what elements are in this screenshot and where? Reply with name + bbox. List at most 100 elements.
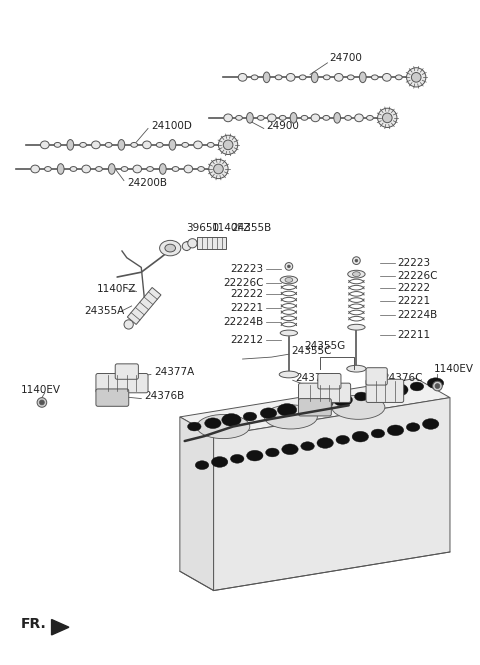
Text: 22211: 22211 xyxy=(397,330,430,340)
Text: 1140FZ: 1140FZ xyxy=(212,223,251,233)
Ellipse shape xyxy=(389,384,408,396)
Ellipse shape xyxy=(57,164,64,174)
Ellipse shape xyxy=(160,240,181,256)
FancyBboxPatch shape xyxy=(96,374,148,393)
Ellipse shape xyxy=(301,442,314,451)
Ellipse shape xyxy=(257,116,264,120)
Ellipse shape xyxy=(323,116,330,120)
FancyBboxPatch shape xyxy=(318,374,341,389)
Ellipse shape xyxy=(230,454,244,464)
Text: 39650: 39650 xyxy=(187,223,220,233)
Ellipse shape xyxy=(383,73,391,81)
Circle shape xyxy=(182,242,191,251)
Ellipse shape xyxy=(387,425,404,436)
Ellipse shape xyxy=(265,448,279,457)
Circle shape xyxy=(39,400,44,405)
Circle shape xyxy=(288,265,290,268)
Ellipse shape xyxy=(427,378,444,388)
Ellipse shape xyxy=(204,418,221,428)
Ellipse shape xyxy=(335,73,343,81)
Ellipse shape xyxy=(243,412,257,421)
Ellipse shape xyxy=(345,116,351,120)
Ellipse shape xyxy=(264,405,317,429)
Ellipse shape xyxy=(290,112,297,123)
Ellipse shape xyxy=(156,142,163,147)
Text: 24900: 24900 xyxy=(267,120,300,130)
Ellipse shape xyxy=(372,75,378,80)
Circle shape xyxy=(352,257,360,265)
Ellipse shape xyxy=(279,116,286,120)
Circle shape xyxy=(435,384,440,388)
Ellipse shape xyxy=(280,330,298,336)
Ellipse shape xyxy=(207,142,214,147)
Text: 24377A: 24377A xyxy=(154,366,194,376)
Ellipse shape xyxy=(118,140,125,150)
Ellipse shape xyxy=(352,432,369,442)
Text: 24355A: 24355A xyxy=(84,306,125,316)
Text: 24355G: 24355G xyxy=(304,341,345,351)
FancyBboxPatch shape xyxy=(299,383,350,402)
Polygon shape xyxy=(180,378,450,436)
Ellipse shape xyxy=(121,166,128,172)
Ellipse shape xyxy=(197,414,250,439)
Ellipse shape xyxy=(277,404,297,416)
Text: 22224B: 22224B xyxy=(224,317,264,327)
Ellipse shape xyxy=(222,414,241,426)
Ellipse shape xyxy=(172,166,179,172)
FancyBboxPatch shape xyxy=(366,379,404,402)
Ellipse shape xyxy=(407,423,420,432)
Ellipse shape xyxy=(67,140,74,150)
Text: FR.: FR. xyxy=(21,617,47,631)
Ellipse shape xyxy=(70,166,77,172)
Ellipse shape xyxy=(211,457,228,467)
Text: 1140FZ: 1140FZ xyxy=(97,283,136,294)
Text: 22226C: 22226C xyxy=(223,278,264,288)
Circle shape xyxy=(407,68,426,87)
Ellipse shape xyxy=(92,141,100,149)
Ellipse shape xyxy=(311,114,320,122)
Circle shape xyxy=(214,164,223,174)
Ellipse shape xyxy=(316,398,332,408)
Ellipse shape xyxy=(410,382,424,391)
FancyBboxPatch shape xyxy=(115,364,138,379)
Ellipse shape xyxy=(45,166,51,172)
Ellipse shape xyxy=(348,75,354,80)
Ellipse shape xyxy=(282,444,298,455)
Ellipse shape xyxy=(124,320,133,329)
Text: 22222: 22222 xyxy=(231,289,264,299)
Ellipse shape xyxy=(143,141,151,149)
Polygon shape xyxy=(197,237,226,249)
Ellipse shape xyxy=(224,114,232,122)
Ellipse shape xyxy=(105,142,112,147)
Circle shape xyxy=(432,381,442,391)
Ellipse shape xyxy=(372,388,388,398)
Text: 22221: 22221 xyxy=(397,296,430,306)
Circle shape xyxy=(411,72,421,82)
Ellipse shape xyxy=(267,114,276,122)
Text: 22223: 22223 xyxy=(231,264,264,274)
Polygon shape xyxy=(214,398,450,591)
Ellipse shape xyxy=(312,72,318,82)
Text: 22224B: 22224B xyxy=(397,310,437,320)
Ellipse shape xyxy=(332,395,385,420)
Ellipse shape xyxy=(54,142,61,147)
Ellipse shape xyxy=(165,244,176,252)
Polygon shape xyxy=(180,417,214,591)
Ellipse shape xyxy=(247,450,263,461)
Ellipse shape xyxy=(131,142,138,147)
Ellipse shape xyxy=(182,142,189,147)
Ellipse shape xyxy=(108,164,115,174)
Text: 22223: 22223 xyxy=(397,257,430,267)
Ellipse shape xyxy=(422,419,439,430)
Ellipse shape xyxy=(280,276,298,284)
Circle shape xyxy=(218,135,238,154)
Text: 24355B: 24355B xyxy=(231,223,271,233)
Ellipse shape xyxy=(96,166,102,172)
Ellipse shape xyxy=(236,116,242,120)
Polygon shape xyxy=(127,287,161,325)
Ellipse shape xyxy=(193,141,202,149)
Ellipse shape xyxy=(355,392,368,401)
Ellipse shape xyxy=(80,142,86,147)
Ellipse shape xyxy=(301,116,308,120)
Ellipse shape xyxy=(159,164,166,174)
